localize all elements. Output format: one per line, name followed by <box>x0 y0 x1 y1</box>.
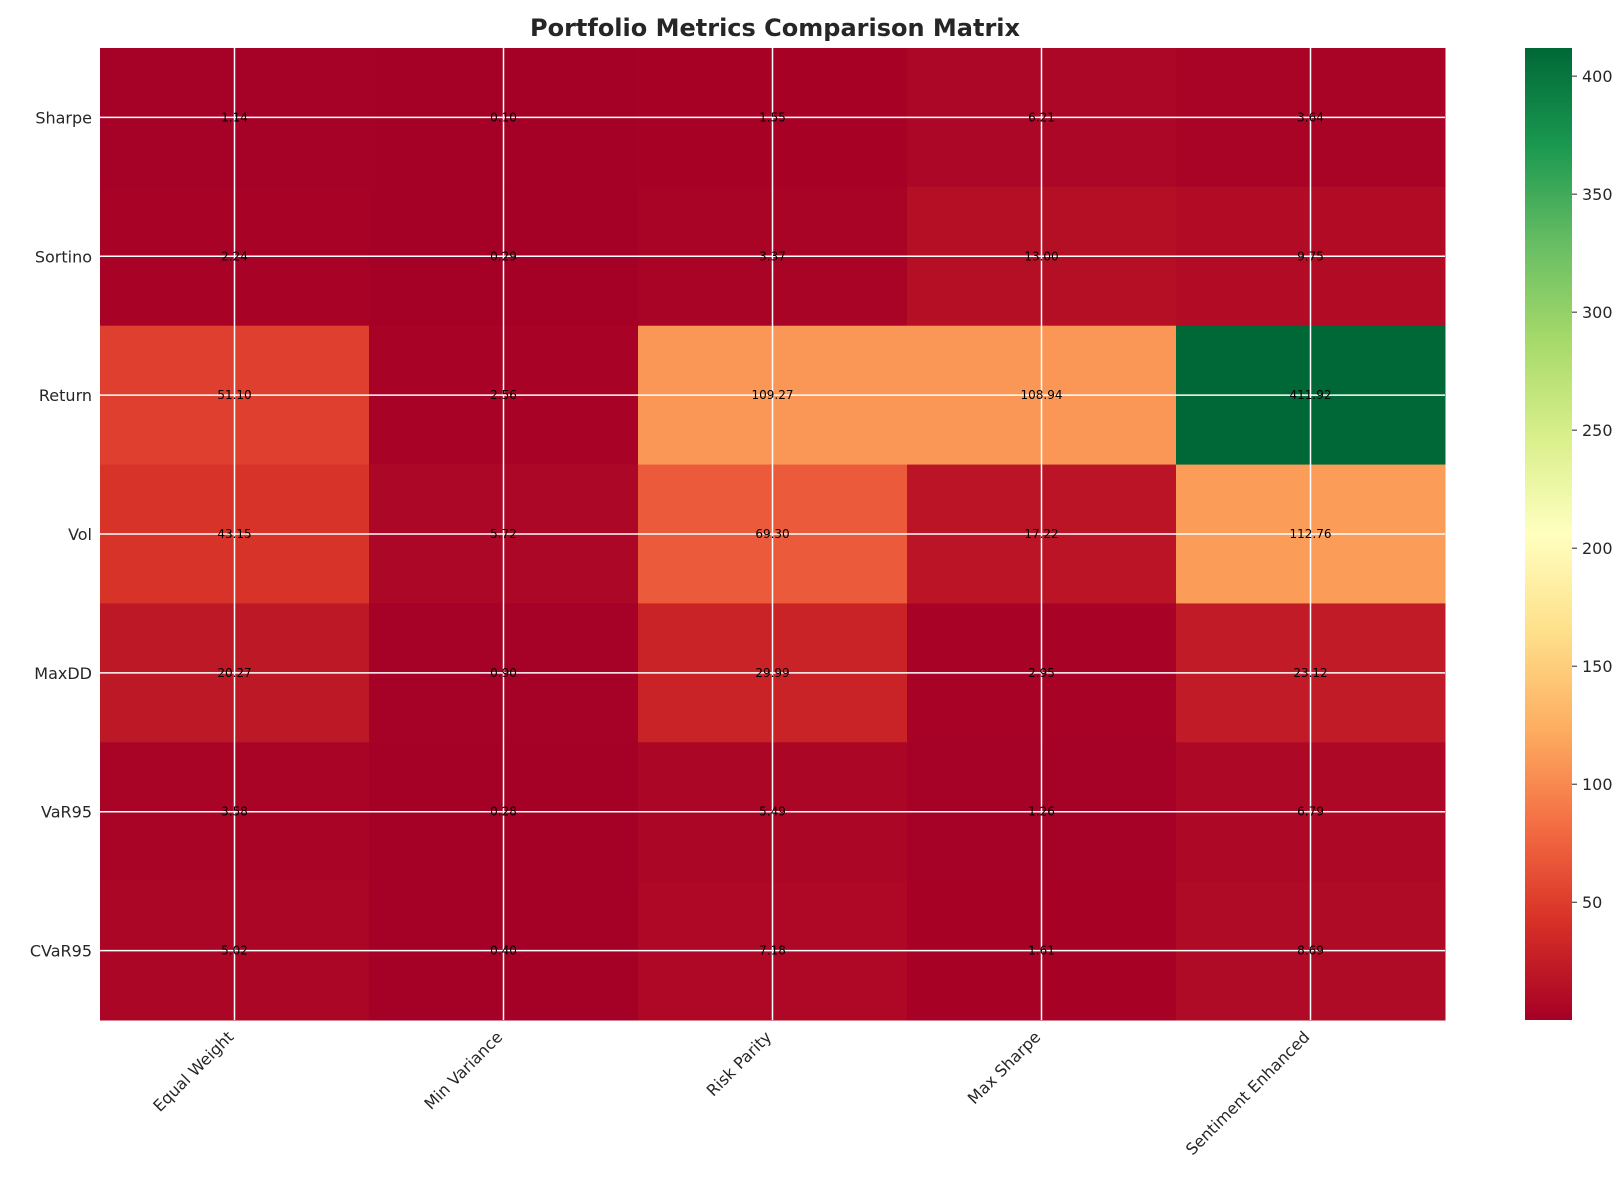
cell-value-label: 0.10 <box>490 110 517 124</box>
y-tick-label: Vol <box>68 525 92 544</box>
cell-value-label: 411.92 <box>1290 388 1332 402</box>
colorbar-tick-label: 200 <box>1582 539 1613 558</box>
cell-value-label: 0.90 <box>490 666 517 680</box>
cell-value-label: 20.27 <box>217 666 251 680</box>
cell-value-label: 3.37 <box>759 249 786 263</box>
cell-value-label: 13.00 <box>1024 249 1058 263</box>
cell-value-label: 43.15 <box>217 527 251 541</box>
x-tick-label: Sentiment Enhanced <box>1182 1027 1313 1158</box>
y-tick-label: Sharpe <box>35 108 92 127</box>
cell-value-label: 5.02 <box>221 944 248 958</box>
cell-value-label: 0.29 <box>490 249 517 263</box>
colorbar-tick-label: 300 <box>1582 303 1613 322</box>
cell-value-label: 0.28 <box>490 805 517 819</box>
grid-lines <box>100 48 1445 1020</box>
x-tick-label: Equal Weight <box>149 1027 237 1115</box>
cell-value-label: 1.55 <box>759 110 786 124</box>
cell-value-label: 7.18 <box>759 944 786 958</box>
colorbar-tick-label: 50 <box>1582 893 1602 912</box>
colorbar-tick-label: 100 <box>1582 775 1613 794</box>
colorbar-gradient <box>1525 48 1572 1020</box>
cell-value-label: 51.10 <box>217 388 251 402</box>
y-tick-label: CVaR95 <box>30 942 92 961</box>
colorbar-ticks: 50 100 150 200 250 300 350 400 <box>1572 67 1613 912</box>
cell-value-label: 108.94 <box>1021 388 1063 402</box>
cell-value-label: 2.95 <box>1028 666 1055 680</box>
cell-value-label: 109.27 <box>752 388 794 402</box>
cell-value-label: 1.26 <box>1028 805 1055 819</box>
cell-value-label: 23.12 <box>1293 666 1327 680</box>
cell-value-label: 9.75 <box>1297 249 1324 263</box>
cell-value-label: 3.58 <box>221 805 248 819</box>
cell-value-label: 112.76 <box>1290 527 1332 541</box>
y-tick-label: VaR95 <box>41 803 92 822</box>
cell-value-label: 8.69 <box>1297 944 1324 958</box>
cell-value-label: 2.24 <box>221 249 248 263</box>
cell-value-label: 69.30 <box>755 527 789 541</box>
colorbar-tick-label: 250 <box>1582 421 1613 440</box>
cell-value-label: 6.21 <box>1028 110 1055 124</box>
colorbar-tick-label: 400 <box>1582 67 1613 86</box>
x-tick-label: Max Sharpe <box>964 1027 1044 1107</box>
y-axis-tick-labels: Sharpe Sortino Return Vol MaxDD VaR95 CVaR95 <box>30 108 92 960</box>
colorbar: 50 100 150 200 250 300 350 400 <box>1525 48 1613 1020</box>
cell-value-labels: 1.14 0.10 1.55 6.21 3.64 2.24 0.29 3.37 13.00 9.7… <box>217 110 1331 957</box>
cell-value-label: 29.99 <box>755 666 789 680</box>
colorbar-tick-label: 350 <box>1582 185 1613 204</box>
y-tick-label: Return <box>39 386 92 405</box>
cell-value-label: 5.72 <box>490 527 517 541</box>
cell-value-label: 6.79 <box>1297 805 1324 819</box>
cell-value-label: 3.64 <box>1297 110 1324 124</box>
x-tick-label: Min Variance <box>420 1027 506 1113</box>
chart-title: Portfolio Metrics Comparison Matrix <box>530 14 1021 42</box>
cell-value-label: 0.40 <box>490 944 517 958</box>
cell-value-label: 17.22 <box>1024 527 1058 541</box>
cell-value-label: 1.14 <box>221 110 248 124</box>
cell-value-label: 1.61 <box>1028 944 1055 958</box>
cell-value-label: 2.56 <box>490 388 517 402</box>
cell-value-label: 5.49 <box>759 805 786 819</box>
x-tick-label: Risk Parity <box>703 1027 776 1100</box>
y-tick-label: MaxDD <box>34 664 92 683</box>
y-tick-label: Sortino <box>35 247 92 266</box>
colorbar-tick-label: 150 <box>1582 657 1613 676</box>
x-axis-tick-labels: Equal Weight Min Variance Risk Parity Max S… <box>149 1027 1313 1158</box>
